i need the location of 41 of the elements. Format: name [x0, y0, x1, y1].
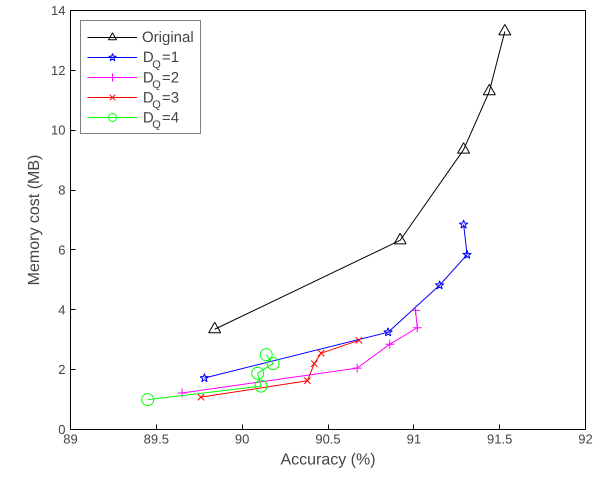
point	[384, 339, 395, 350]
point	[141, 393, 154, 406]
point	[208, 322, 222, 334]
y-axis-title: Memory cost (MB)	[26, 154, 44, 286]
y-tick-label: 2	[58, 362, 66, 378]
point	[434, 280, 444, 290]
y-tick-label: 4	[58, 302, 66, 318]
point	[317, 350, 325, 357]
point	[310, 360, 318, 368]
y-tick-label: 12	[51, 62, 66, 78]
point	[200, 373, 210, 382]
x-tick-label: 90.5	[315, 432, 341, 446]
x-tick-label: 91	[406, 432, 422, 446]
point	[458, 219, 468, 229]
point	[177, 388, 188, 398]
point	[254, 380, 268, 393]
point	[260, 348, 273, 362]
point	[462, 250, 472, 259]
point	[394, 232, 407, 244]
point	[498, 24, 512, 36]
y-tick-label: 10	[51, 122, 66, 138]
y-tick-label: 6	[58, 242, 66, 258]
point	[482, 84, 496, 96]
y-tick-label: 8	[58, 182, 66, 198]
x-tick-label: 92	[578, 432, 593, 446]
point	[410, 305, 421, 316]
y-tick-label: 14	[51, 3, 66, 18]
legend-label: Original	[142, 28, 194, 46]
point	[412, 322, 422, 333]
point	[304, 377, 312, 384]
x-tick-label: 90	[234, 432, 250, 446]
point	[352, 363, 362, 374]
point	[383, 327, 393, 336]
point	[251, 366, 264, 380]
point	[355, 336, 363, 344]
x-tick-label: 91.5	[487, 432, 512, 446]
point	[197, 393, 205, 401]
point	[457, 142, 470, 154]
x-axis-title: Accuracy (%)	[280, 452, 376, 468]
point	[266, 357, 280, 370]
x-tick-label: 89.5	[144, 432, 169, 446]
